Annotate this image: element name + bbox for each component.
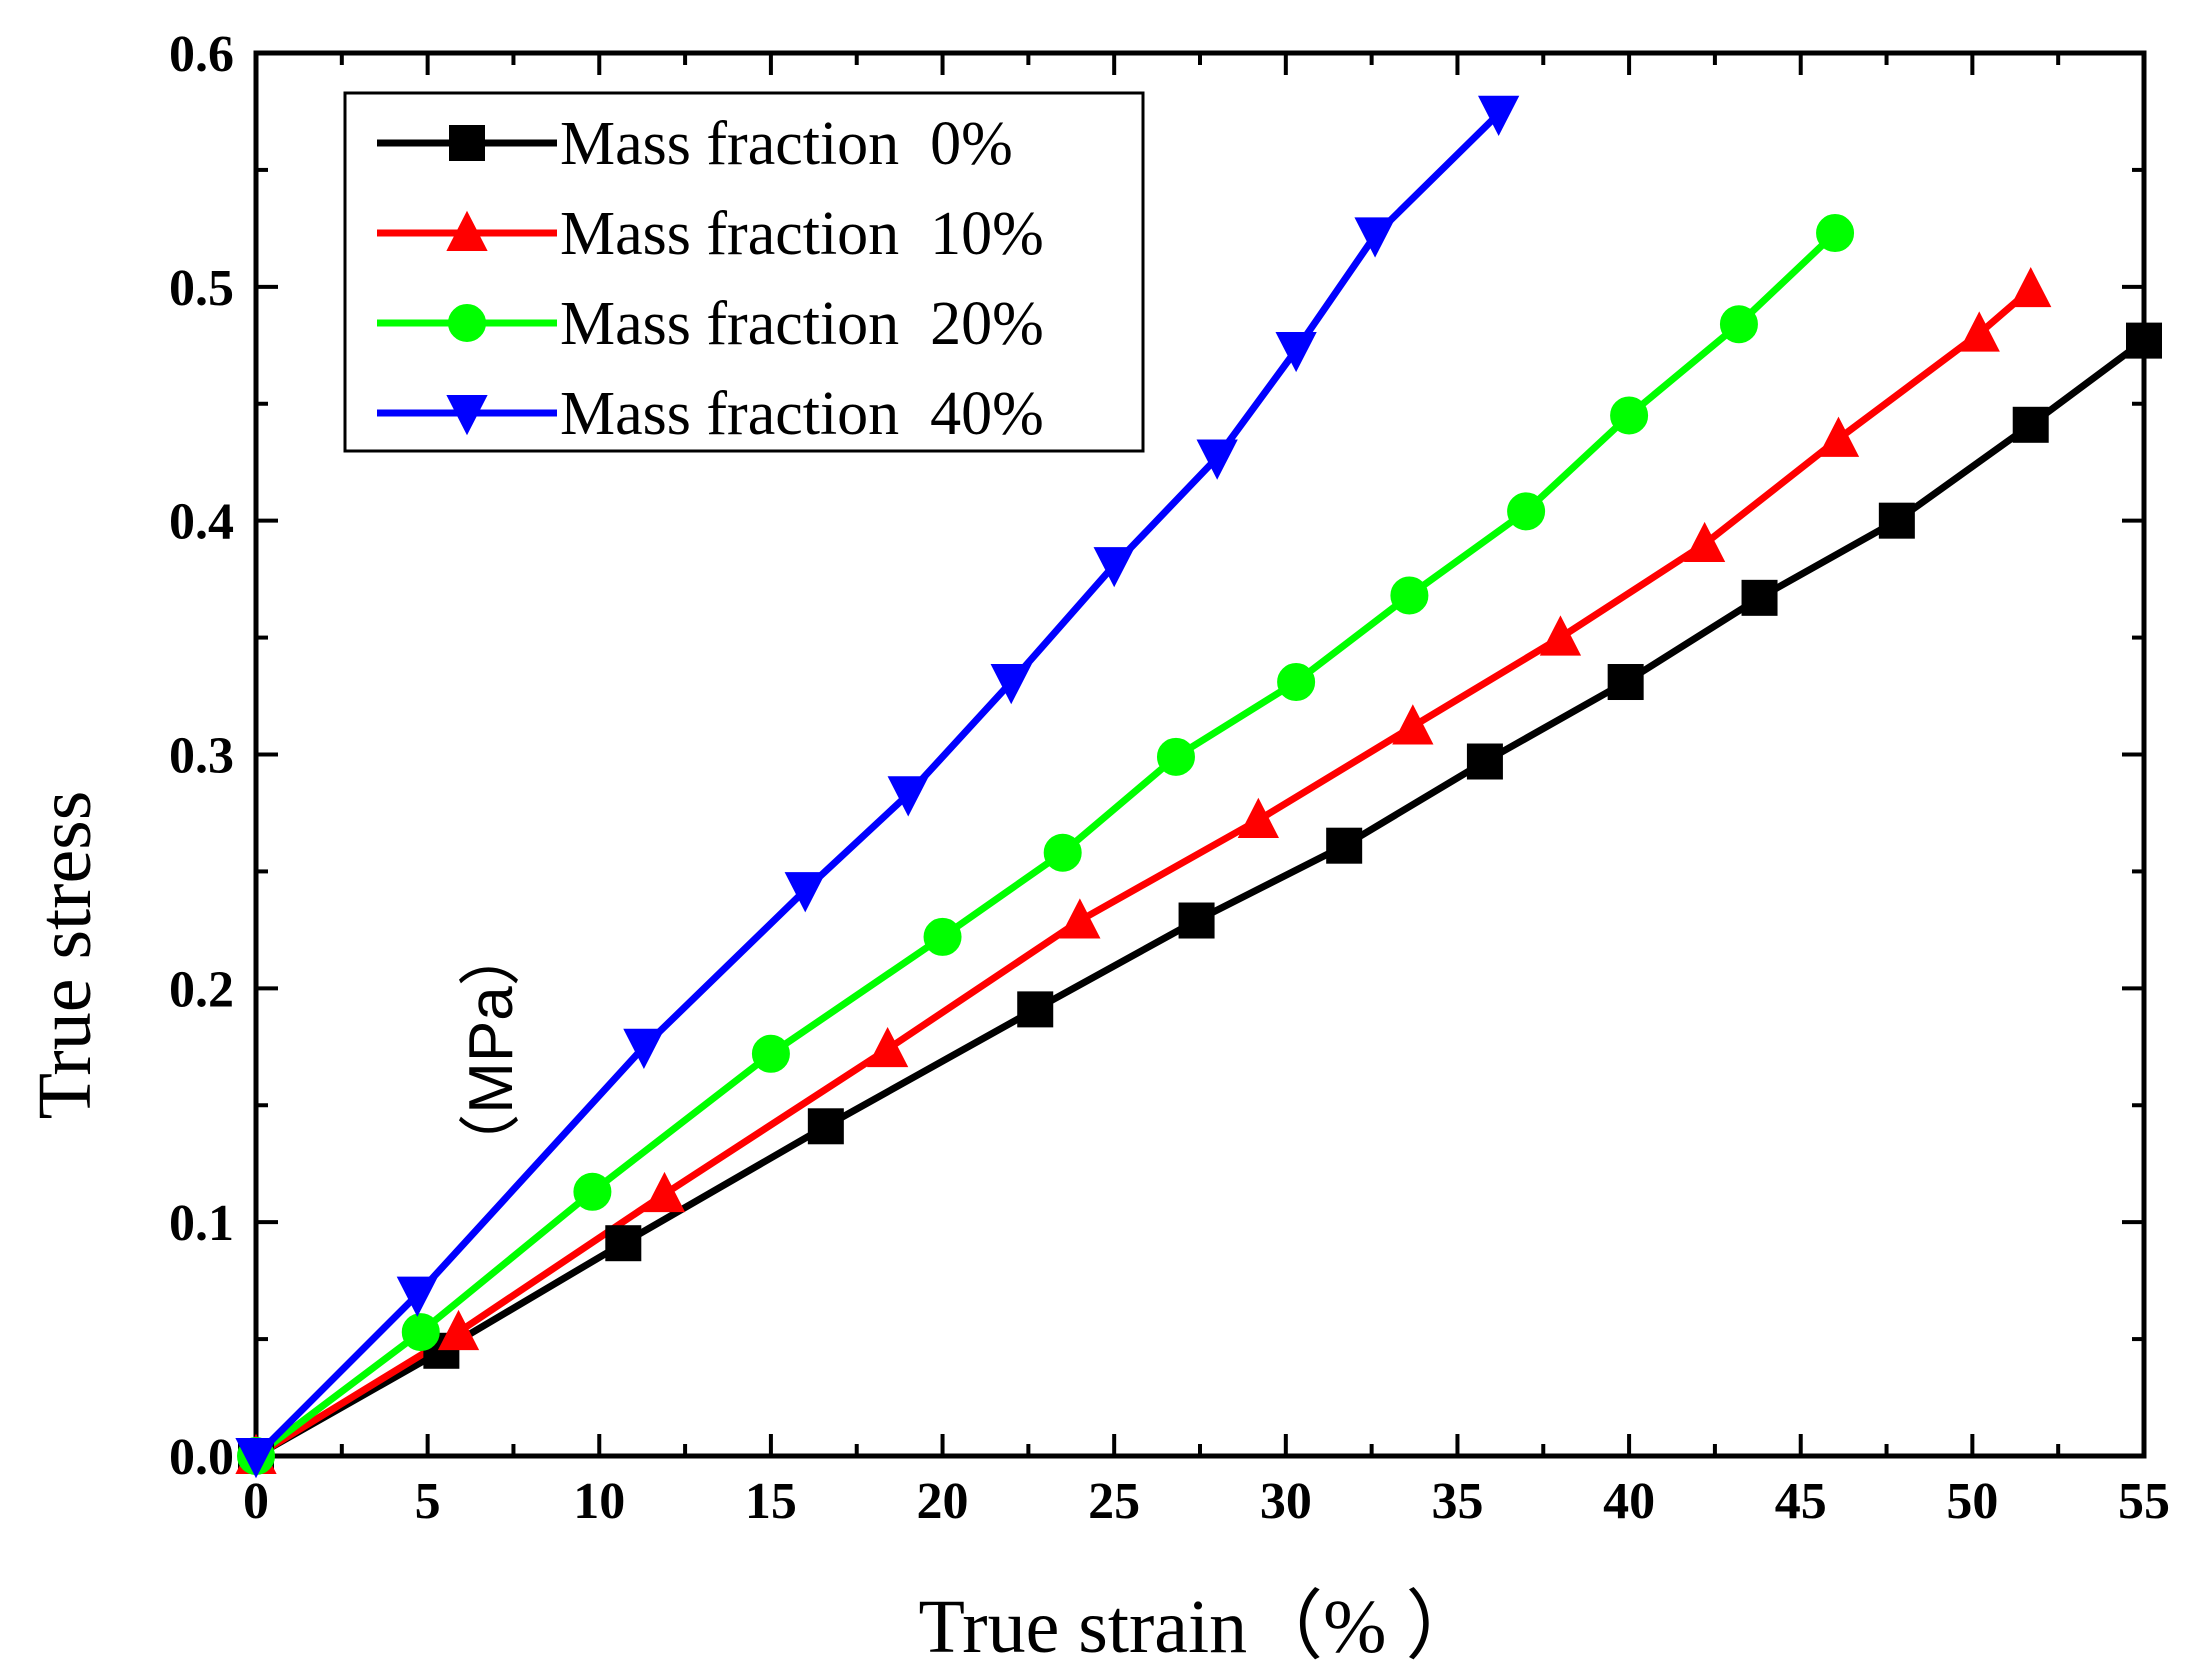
legend-label-3: Mass fraction 40% <box>560 380 1044 448</box>
y-tick-label: 0.1 <box>169 1195 234 1252</box>
data-point-1 <box>1237 797 1279 838</box>
data-point-2 <box>1719 305 1758 344</box>
legend-marker-1 <box>446 210 488 251</box>
data-point-0 <box>2012 406 2049 443</box>
data-point-3 <box>396 1276 438 1317</box>
data-point-1 <box>437 1309 480 1351</box>
legend-label-1: Mass fraction 10% <box>560 200 1044 268</box>
data-point-2 <box>923 917 962 956</box>
data-point-3 <box>1093 547 1135 588</box>
data-point-1 <box>1817 416 1860 457</box>
x-tick-label: 35 <box>1431 1473 1483 1530</box>
x-tick-label: 15 <box>745 1473 797 1530</box>
legend-marker-2 <box>448 304 486 342</box>
data-point-2 <box>751 1034 790 1073</box>
data-point-1 <box>1683 521 1726 563</box>
data-point-0 <box>1466 743 1503 780</box>
data-point-3 <box>1478 95 1520 136</box>
legend: Mass fraction 0% Mass fraction 10% Mass fr… <box>343 91 1145 453</box>
legend-marker-3 <box>446 395 488 436</box>
data-point-3 <box>1196 439 1238 480</box>
data-point-0 <box>1607 664 1644 701</box>
data-point-3 <box>235 1438 277 1479</box>
data-point-1 <box>1958 311 2000 352</box>
legend-label-0: Mass fraction 0% <box>560 110 1013 178</box>
data-point-0 <box>605 1225 642 1262</box>
data-point-0 <box>807 1108 844 1145</box>
y-tick-label: 0.0 <box>169 1429 234 1486</box>
x-tick-label: 50 <box>1946 1473 1998 1530</box>
y-tick-label: 0.4 <box>169 494 234 551</box>
x-tick-label: 0 <box>243 1473 269 1530</box>
data-point-0 <box>1326 827 1363 864</box>
x-tick-label: 5 <box>415 1473 441 1530</box>
data-point-0 <box>1878 502 1915 539</box>
series-markers <box>235 95 2162 1479</box>
series-line-1 <box>252 285 2035 1460</box>
y-tick-label: 0.6 <box>169 26 234 83</box>
data-point-1 <box>2010 266 2052 308</box>
data-point-2 <box>573 1172 612 1211</box>
y-tick-label: 0.2 <box>169 961 234 1018</box>
data-point-3 <box>784 872 826 913</box>
data-point-1 <box>643 1171 686 1213</box>
data-point-2 <box>1610 396 1649 435</box>
x-tick-label: 45 <box>1775 1473 1827 1530</box>
x-tick-label: 55 <box>2118 1473 2170 1530</box>
data-point-3 <box>990 664 1032 705</box>
data-point-2 <box>1043 833 1082 872</box>
legend-label-2: Mass fraction 20% <box>560 290 1044 358</box>
y-axis-unit: （MPa） <box>457 924 526 1175</box>
y-tick-label: 0.3 <box>169 728 234 785</box>
data-point-1 <box>1539 615 1582 656</box>
data-point-1 <box>1392 704 1434 745</box>
legend-marker-0 <box>449 125 485 161</box>
data-point-2 <box>1507 492 1546 531</box>
data-point-0 <box>1017 991 1054 1028</box>
y-tick-label: 0.5 <box>169 260 234 317</box>
x-tick-label: 25 <box>1088 1473 1140 1530</box>
x-axis-title: True strain（% ） <box>919 1585 1482 1669</box>
y-axis-title: True stress <box>23 791 107 1120</box>
x-tick-label: 10 <box>573 1473 625 1530</box>
x-tick-label: 20 <box>917 1473 969 1530</box>
axis-ticks <box>254 51 2146 1458</box>
data-point-2 <box>401 1313 440 1352</box>
data-point-1 <box>1059 898 1101 939</box>
data-point-2 <box>1390 576 1429 615</box>
x-tick-label: 30 <box>1260 1473 1312 1530</box>
data-point-2 <box>1277 663 1316 702</box>
data-point-1 <box>866 1026 909 1068</box>
data-point-2 <box>1816 214 1855 253</box>
data-point-3 <box>623 1028 665 1069</box>
data-point-2 <box>1156 737 1195 776</box>
data-point-3 <box>887 776 929 817</box>
data-point-3 <box>1275 331 1317 373</box>
data-point-0 <box>1178 902 1215 939</box>
x-tick-label: 40 <box>1603 1473 1655 1530</box>
data-point-0 <box>2126 322 2162 359</box>
data-point-3 <box>1354 217 1396 258</box>
data-point-0 <box>1741 579 1778 616</box>
tick-labels: 0 5 10 15 20 25 30 35 40 45 50 55 0.0 0.1 0.2 0.3 0.4 0.5… <box>169 26 2170 1530</box>
series-line-0 <box>252 337 2148 1460</box>
